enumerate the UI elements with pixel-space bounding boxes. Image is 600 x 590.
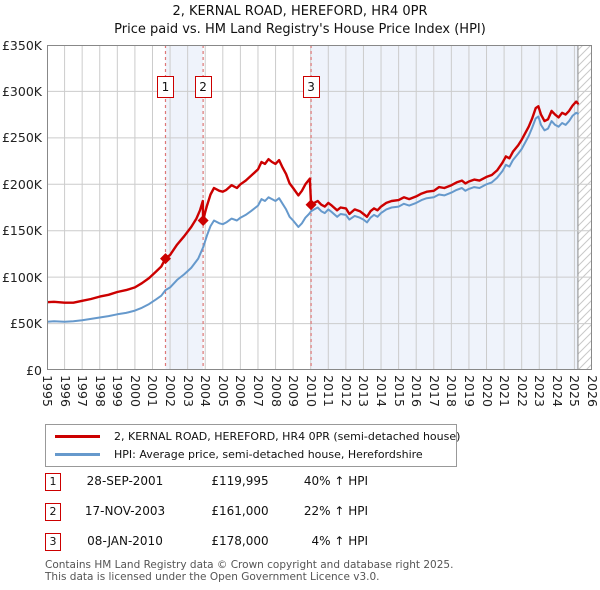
legend-label-property: 2, KERNAL ROAD, HEREFORD, HR4 0PR (semi-… xyxy=(114,430,461,443)
sale-3-vs-hpi: 4% ↑ HPI xyxy=(311,534,368,548)
x-tick-label: 2026 xyxy=(585,375,600,407)
x-tick-label: 2004 xyxy=(198,375,214,407)
legend-item-property: 2, KERNAL ROAD, HEREFORD, HR4 0PR (semi-… xyxy=(46,429,460,444)
legend-label-hpi: HPI: Average price, semi-detached house,… xyxy=(114,448,423,461)
hpi-line-swatch xyxy=(55,453,100,456)
page-title: 2, KERNAL ROAD, HEREFORD, HR4 0PR xyxy=(172,4,428,19)
x-tick-label: 2024 xyxy=(549,375,565,407)
x-tick-label: 2021 xyxy=(497,375,513,407)
x-tick-label: 2006 xyxy=(233,375,249,407)
sale-2-event-box: 2 xyxy=(194,76,212,98)
sale-3-number-badge: 3 xyxy=(45,533,61,551)
sale-3-event-box: 3 xyxy=(302,76,320,98)
y-tick-label: £150K xyxy=(1,223,42,239)
plot-border xyxy=(47,45,592,370)
y-tick-label: £200K xyxy=(1,176,42,192)
sale-1-number-badge: 1 xyxy=(45,473,61,491)
x-tick-label: 2005 xyxy=(215,375,231,407)
y-tick-label: £250K xyxy=(1,130,42,146)
x-tick-label: 2003 xyxy=(180,375,196,407)
x-tick-label: 2023 xyxy=(532,375,548,407)
x-tick-label: 2020 xyxy=(479,375,495,407)
x-tick-label: 2010 xyxy=(303,375,319,407)
x-tick-label: 2012 xyxy=(338,375,354,407)
x-tick-label: 1999 xyxy=(110,375,126,407)
x-tick-label: 2014 xyxy=(374,375,390,407)
future-hatch-region xyxy=(577,45,592,370)
license-line-2: This data is licensed under the Open Gov… xyxy=(45,570,380,583)
license-line-1: Contains HM Land Registry data © Crown c… xyxy=(45,559,454,571)
x-tick-label: 2007 xyxy=(250,375,266,407)
x-tick-label: 2017 xyxy=(426,375,442,407)
y-tick-label: £50K xyxy=(9,316,42,332)
x-tick-label: 1997 xyxy=(75,375,91,407)
sale-2-price: £161,000 xyxy=(211,504,269,518)
price-lines xyxy=(47,100,580,323)
y-tick-label: £0 xyxy=(26,362,42,378)
y-tick-label: £300K xyxy=(1,83,42,99)
x-tick-label: 2002 xyxy=(163,375,179,407)
y-tick-label: £350K xyxy=(1,37,42,53)
sale-1-date: 28-SEP-2001 xyxy=(86,474,164,488)
hpi-shaded-bands xyxy=(165,45,578,370)
sale-1-vs-hpi: 40% ↑ HPI xyxy=(303,474,368,488)
x-tick-label: 2009 xyxy=(286,375,302,407)
x-tick-label: 2000 xyxy=(127,375,143,407)
sale-3-price: £178,000 xyxy=(211,534,269,548)
sale-markers xyxy=(159,199,317,265)
x-tick-label: 1996 xyxy=(57,375,73,407)
x-tick-label: 2015 xyxy=(391,375,407,407)
y-tick-label: £100K xyxy=(1,269,42,285)
legend: 2, KERNAL ROAD, HEREFORD, HR4 0PR (semi-… xyxy=(45,424,460,467)
x-tick-label: 2011 xyxy=(321,375,337,407)
x-tick-label: 2001 xyxy=(145,375,161,407)
x-tick-label: 2025 xyxy=(567,375,583,407)
x-tick-label: 2018 xyxy=(444,375,460,407)
x-tick-label: 2016 xyxy=(409,375,425,407)
property-line-swatch xyxy=(55,435,100,438)
sale-2-number-badge: 2 xyxy=(45,503,61,521)
sale-1-price: £119,995 xyxy=(211,474,269,488)
page-subtitle: Price paid vs. HM Land Registry's House … xyxy=(114,22,486,37)
price-chart-plot xyxy=(47,45,592,370)
x-tick-label: 2022 xyxy=(514,375,530,407)
x-tick-label: 2008 xyxy=(268,375,284,407)
sale-2-vs-hpi: 22% ↑ HPI xyxy=(303,504,368,518)
sale-1-event-box: 1 xyxy=(156,76,174,98)
sale-3-date: 08-JAN-2010 xyxy=(87,534,163,548)
x-tick-label: 1995 xyxy=(40,375,55,407)
legend-item-hpi: HPI: Average price, semi-detached house,… xyxy=(46,447,456,462)
x-tick-label: 2013 xyxy=(356,375,372,407)
x-tick-label: 2019 xyxy=(461,375,477,407)
sale-2-date: 17-NOV-2003 xyxy=(84,504,166,518)
x-tick-label: 1998 xyxy=(92,375,108,407)
